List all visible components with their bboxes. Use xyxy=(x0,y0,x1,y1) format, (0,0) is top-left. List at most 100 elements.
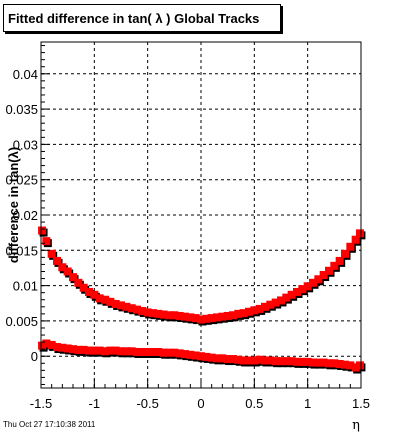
x-tick-label: 0.5 xyxy=(245,396,263,411)
data-point xyxy=(346,242,355,251)
data-point xyxy=(309,278,317,287)
data-point xyxy=(293,357,301,366)
y-axis-label: difference in tan(λ) xyxy=(6,147,21,263)
data-point xyxy=(143,347,152,356)
data-point xyxy=(293,287,301,296)
x-tick-label: -1.5 xyxy=(30,396,52,411)
data-point xyxy=(325,266,333,275)
data-point xyxy=(335,359,344,368)
data-point xyxy=(85,346,93,355)
data-point xyxy=(149,347,157,356)
data-point xyxy=(218,354,227,363)
data-point xyxy=(335,256,344,265)
data-point xyxy=(330,261,339,270)
data-point xyxy=(58,343,67,352)
data-point xyxy=(79,345,88,354)
data-point xyxy=(303,357,312,366)
data-point xyxy=(111,346,120,355)
data-point xyxy=(266,356,275,365)
data-point xyxy=(165,348,173,357)
data-point xyxy=(122,347,131,356)
data-point xyxy=(165,311,173,320)
data-point xyxy=(245,307,253,316)
chart-title: Fitted difference in tan( λ ) Global Tra… xyxy=(8,11,260,26)
data-point xyxy=(186,313,195,322)
data-point xyxy=(159,310,168,319)
tick-labels: -1.5 -1 -0.5 0 0.5 1 1.5 0 0.005 0.01 0.015 0.02 0.0… xyxy=(5,67,370,411)
data-markers xyxy=(38,226,366,374)
data-point xyxy=(319,358,328,367)
axis-ticks xyxy=(40,45,362,388)
x-tick-label: 1.5 xyxy=(352,396,370,411)
data-point xyxy=(319,271,328,280)
grid-lines xyxy=(41,42,361,388)
data-point xyxy=(261,356,269,365)
data-point xyxy=(282,357,291,366)
data-point xyxy=(341,249,349,258)
data-point xyxy=(69,273,77,282)
data-point xyxy=(117,301,125,310)
data-point xyxy=(351,235,360,244)
data-point xyxy=(101,347,109,356)
data-point xyxy=(154,347,163,356)
data-point xyxy=(53,256,61,265)
data-point xyxy=(314,275,323,284)
data-point xyxy=(138,307,147,316)
data-point xyxy=(261,302,269,311)
y-tick-label: 0.035 xyxy=(5,102,38,117)
data-point xyxy=(213,354,221,363)
y-tick-label: 0 xyxy=(31,349,38,364)
data-point xyxy=(298,357,307,366)
data-point xyxy=(42,237,51,246)
data-point xyxy=(287,357,296,366)
data-point xyxy=(202,352,211,361)
data-point xyxy=(202,314,211,323)
data-point xyxy=(271,298,280,307)
data-point xyxy=(229,311,237,320)
data-point xyxy=(255,304,264,313)
data-point xyxy=(133,347,141,356)
data-point xyxy=(85,287,93,296)
data-point xyxy=(63,267,72,276)
data-point xyxy=(266,300,275,309)
data-point xyxy=(106,297,115,306)
data-point xyxy=(309,358,317,367)
data-point xyxy=(111,299,120,308)
data-point xyxy=(154,309,163,318)
data-point xyxy=(47,340,56,349)
data-point xyxy=(101,295,109,304)
data-point xyxy=(234,355,243,364)
data-point xyxy=(63,344,72,353)
y-tick-label: 0.03 xyxy=(13,137,38,152)
data-point xyxy=(191,314,200,323)
data-point xyxy=(159,348,168,357)
x-axis-label: η xyxy=(352,418,360,433)
data-point xyxy=(95,294,104,303)
data-point xyxy=(250,356,259,365)
y-tick-label: 0.02 xyxy=(13,208,38,223)
data-point xyxy=(90,346,99,355)
data-point xyxy=(346,361,355,370)
data-point xyxy=(143,308,152,317)
x-tick-label: 0 xyxy=(197,396,204,411)
data-point xyxy=(175,349,184,358)
data-point xyxy=(234,309,243,318)
data-point xyxy=(325,359,333,368)
data-point xyxy=(133,305,141,314)
data-point xyxy=(303,282,312,291)
data-point xyxy=(127,304,136,313)
data-point xyxy=(170,311,179,320)
x-tick-label: 1 xyxy=(304,396,311,411)
data-point xyxy=(53,343,61,352)
data-point xyxy=(69,345,77,354)
data-point xyxy=(213,313,221,322)
data-point xyxy=(186,350,195,359)
y-tick-label: 0.01 xyxy=(13,279,38,294)
data-point xyxy=(191,351,200,360)
data-point xyxy=(138,347,147,356)
data-point xyxy=(330,359,339,368)
data-point xyxy=(42,339,51,348)
data-point xyxy=(95,346,104,355)
data-point xyxy=(239,309,248,318)
